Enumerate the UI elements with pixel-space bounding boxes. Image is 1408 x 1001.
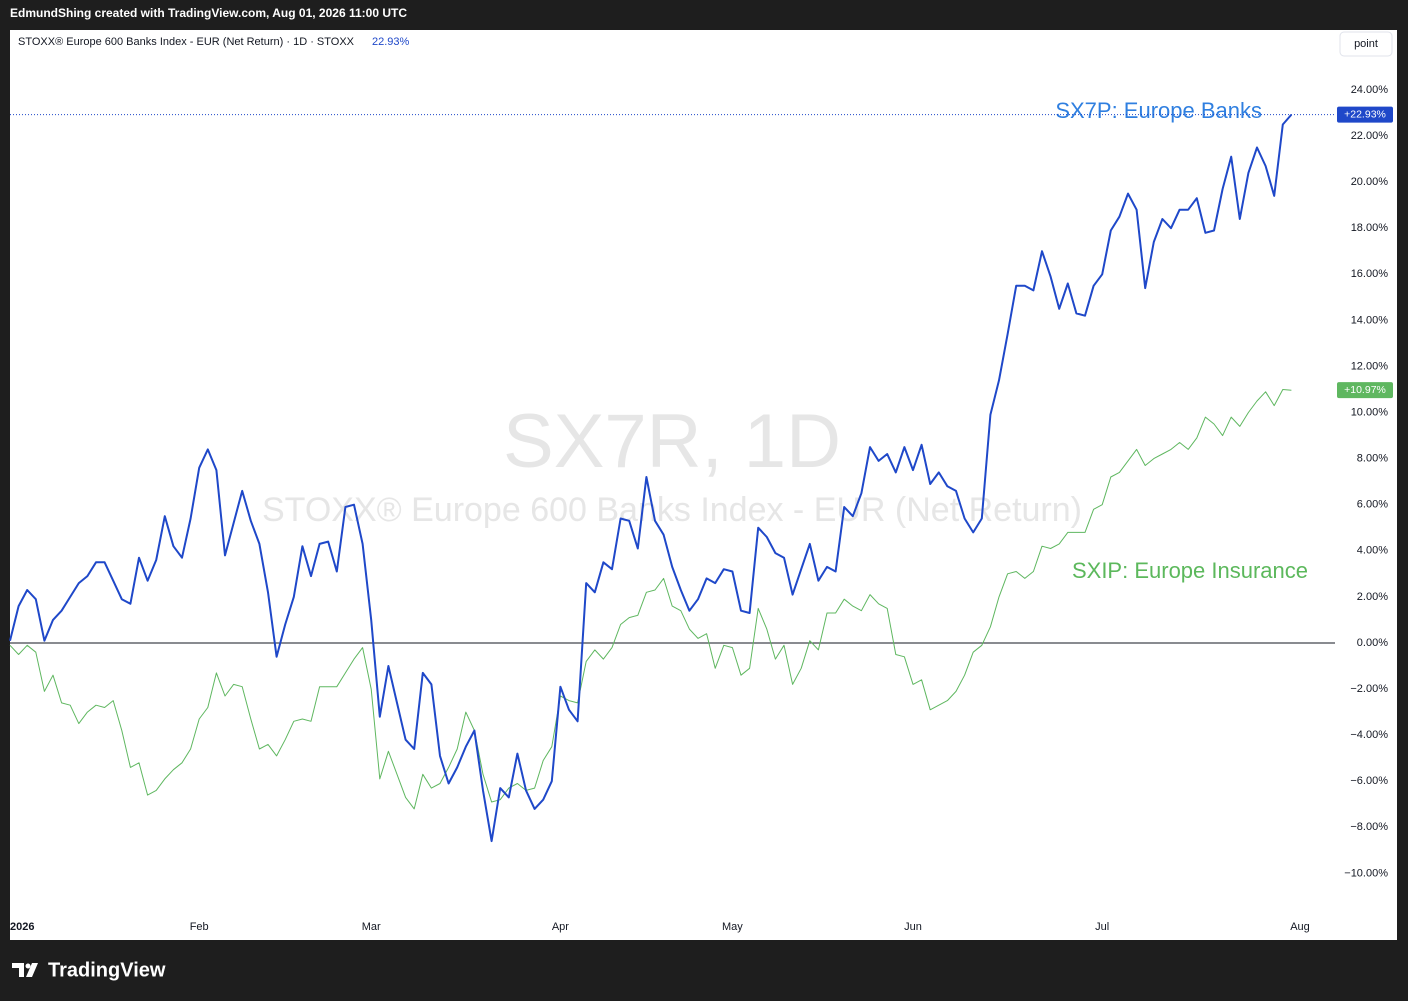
y-tick-label: 2.00%	[1357, 591, 1388, 603]
price-badge	[1337, 382, 1393, 399]
x-tick-label: Apr	[552, 921, 569, 933]
symbol-value: 22.93%	[372, 36, 410, 48]
x-tick-label: Jul	[1095, 921, 1109, 933]
y-tick-label: 16.00%	[1351, 268, 1389, 280]
x-tick-label: May	[722, 921, 743, 933]
x-tick-label: Aug	[1290, 921, 1310, 933]
price-badge-label: +22.93%	[1344, 108, 1386, 120]
y-tick-label: −6.00%	[1350, 775, 1388, 787]
series-line	[9, 113, 1293, 843]
y-tick-label: −4.00%	[1350, 729, 1388, 741]
x-tick-label: 2026	[10, 921, 34, 933]
point-button[interactable]: point	[1339, 31, 1393, 57]
y-tick-label: 0.00%	[1357, 637, 1388, 649]
y-tick-label: −2.00%	[1350, 683, 1388, 695]
x-tick-label: Jun	[904, 921, 922, 933]
y-tick-label: 10.00%	[1351, 406, 1389, 418]
price-badge	[1337, 106, 1393, 123]
y-tick-label: −8.00%	[1350, 821, 1388, 833]
annotation: SX7P: Europe Banks	[1055, 98, 1262, 123]
symbol-line: STOXX® Europe 600 Banks Index - EUR (Net…	[18, 36, 355, 48]
y-tick-label: 22.00%	[1351, 130, 1389, 142]
y-tick-label: 24.00%	[1351, 84, 1389, 96]
chart-panel	[10, 30, 1397, 940]
button-label[interactable]: point	[1354, 38, 1378, 50]
brand-logo: TradingView	[12, 959, 166, 981]
x-tick-label: Feb	[190, 921, 209, 933]
y-tick-label: 6.00%	[1357, 499, 1388, 511]
watermark-subtitle: STOXX® Europe 600 Banks Index - EUR (Net…	[262, 491, 1082, 529]
y-tick-label: 12.00%	[1351, 360, 1389, 372]
watermark: SX7R, 1D	[503, 399, 841, 484]
button-frame[interactable]	[1339, 31, 1393, 57]
series-line	[9, 389, 1292, 810]
logo-icon	[12, 963, 38, 977]
y-tick-label: 18.00%	[1351, 222, 1389, 234]
y-tick-label: 14.00%	[1351, 314, 1389, 326]
y-tick-label: 8.00%	[1357, 453, 1388, 465]
y-tick-label: −10.00%	[1344, 867, 1388, 879]
y-tick-label: 20.00%	[1351, 176, 1389, 188]
x-tick-label: Mar	[362, 921, 381, 933]
annotation: SXIP: Europe Insurance	[1072, 558, 1308, 583]
brand: TradingView	[48, 959, 166, 981]
price-badge-label: +10.97%	[1344, 384, 1386, 396]
header: EdmundShing created with TradingView.com…	[10, 6, 407, 20]
y-tick-label: 4.00%	[1357, 545, 1388, 557]
logo-dot	[25, 963, 31, 969]
